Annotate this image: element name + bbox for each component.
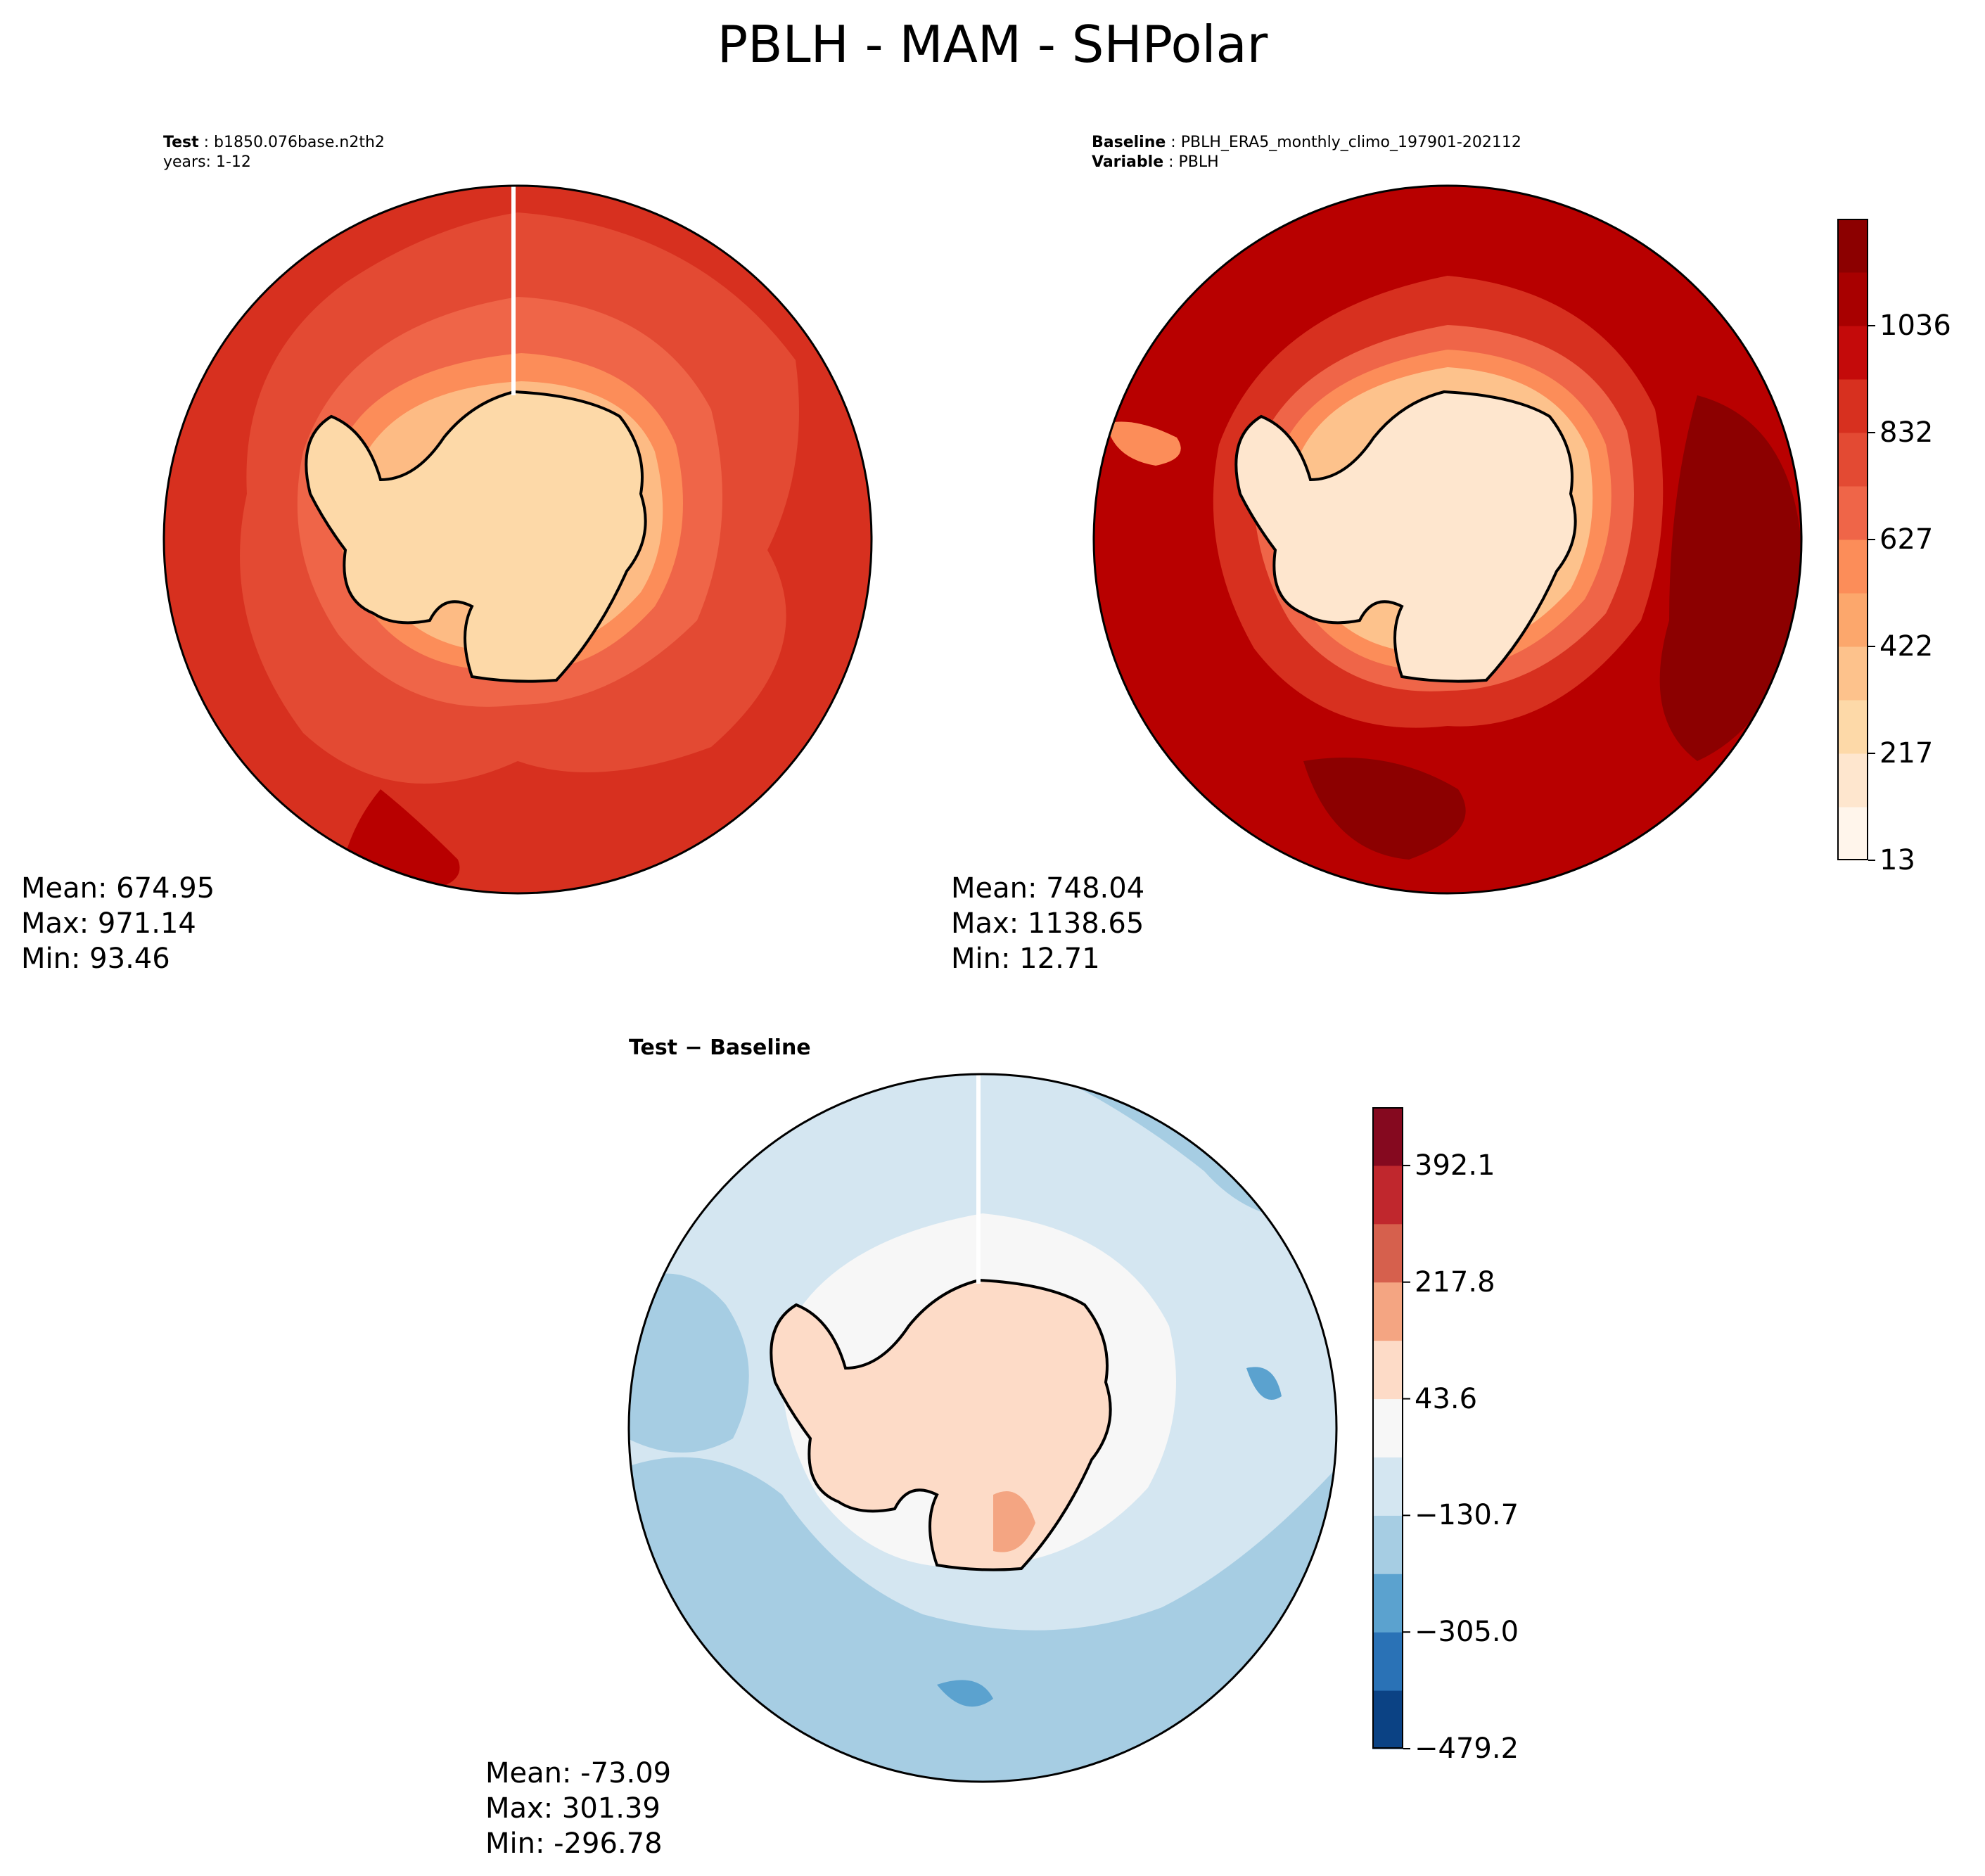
colorbar-tick-label: −479.2 [1415,1733,1519,1765]
difference-stats: Mean: -73.09 Max: 301.39 Min: -296.78 [485,1756,671,1861]
baseline-label-key: Baseline [1092,134,1166,151]
colorbar-tick-label: 832 [1879,416,1934,449]
baseline-dark-patch [1659,395,1801,761]
test-ice-sheet [305,390,647,683]
baseline-variable-value: PBLH [1178,153,1219,171]
difference-title-minus: − [677,1035,710,1060]
baseline-variable-key: Variable [1092,153,1164,171]
colorbar-frame [1837,219,1868,860]
colorbar-segment [1372,1457,1403,1516]
difference-dark-patch [1246,1367,1282,1400]
colorbar-segment [1837,486,1868,540]
difference-min: Min: -296.78 [485,1827,663,1860]
baseline-map-boundary [1092,184,1803,895]
colorbar-segment [1372,1690,1403,1749]
difference-missing-data-strip [976,1074,981,1284]
test-mean: Mean: 674.95 [21,872,215,905]
colorbar-tick-label: 43.6 [1415,1382,1478,1415]
baseline-map [1092,184,1803,895]
colorbar-segment [1372,1515,1403,1574]
colorbar-segment [1372,1398,1403,1457]
test-label-key: Test [163,134,199,151]
colorbar-tick-label: 392.1 [1415,1149,1495,1182]
test-map [162,184,873,895]
test-case-name: b1850.076base.n2th2 [214,134,385,151]
difference-map [627,1073,1338,1783]
baseline-stats: Mean: 748.04 Max: 1138.65 Min: 12.71 [951,871,1144,976]
difference-colorbar [1372,1107,1410,1749]
test-max: Max: 971.14 [21,907,196,940]
colorbar-segment [1372,1632,1403,1691]
baseline-min: Min: 12.71 [951,943,1100,975]
colorbar-segment [1837,646,1868,701]
colorbar-segment [1837,540,1868,594]
colorbar-tick-label: 217 [1879,737,1934,770]
colorbar-segment [1372,1223,1403,1283]
difference-mean: Mean: -73.09 [485,1757,672,1789]
colorbar-segment [1372,1282,1403,1341]
baseline-label: Baseline : PBLH_ERA5_monthly_climo_19790… [1092,134,1521,151]
colorbar-segment [1372,1574,1403,1633]
test-label: Test : b1850.076base.n2th2 [163,134,385,151]
difference-title-baseline: Baseline [710,1035,811,1060]
colorbar-tick-label: 13 [1879,844,1915,876]
difference-title-test: Test [629,1035,678,1060]
colorbar-segment [1837,753,1868,808]
baseline-variable: Variable : PBLH [1092,153,1219,171]
figure-title: PBLH - MAM - SHPolar [717,15,1268,74]
colorbar-segment [1837,433,1868,487]
colorbar-segment [1837,807,1868,861]
colorbar-segment [1837,326,1868,380]
test-min: Min: 93.46 [21,943,170,975]
colorbar-segment [1372,1107,1403,1166]
test-stats: Mean: 674.95 Max: 971.14 Min: 93.46 [21,871,215,976]
colorbar-segment [1837,272,1868,326]
difference-max: Max: 301.39 [485,1792,660,1825]
colorbar-segment [1837,379,1868,433]
colorbar-frame [1372,1107,1403,1749]
colorbar-segment [1837,593,1868,647]
colorbar-segment [1372,1340,1403,1400]
baseline-peninsula [1106,421,1181,466]
colorbar-tick-label: −305.0 [1415,1616,1519,1649]
colorbar-tick-label: 422 [1879,630,1934,663]
difference-title: Test − Baseline [629,1034,811,1062]
difference-dark-patch [937,1680,993,1707]
test-map-boundary [162,184,873,895]
test-years: years: 1-12 [163,153,251,171]
colorbar-segment [1372,1165,1403,1225]
baseline-max: Max: 1138.65 [951,907,1144,940]
baseline-mean: Mean: 748.04 [951,872,1145,905]
baseline-ice-sheet [1234,390,1577,683]
difference-map-boundary [627,1073,1338,1783]
colorbar-tick-label: 1036 [1879,310,1951,342]
colorbar-tick-label: −130.7 [1415,1499,1519,1532]
baseline-dark-patch [1303,758,1466,860]
colorbar-tick-label: 217.8 [1415,1265,1495,1298]
baseline-case-name: PBLH_ERA5_monthly_climo_197901-202112 [1180,134,1521,151]
difference-blue-band [629,1273,749,1453]
absolute-colorbar [1837,219,1875,861]
colorbar-tick-label: 627 [1879,523,1934,556]
difference-land-high [993,1491,1035,1552]
difference-land-anomaly [770,1278,1112,1571]
colorbar-segment [1837,700,1868,754]
difference-blue-band [629,1457,1336,1782]
test-missing-data-strip [511,186,516,395]
colorbar-segment [1837,219,1868,273]
